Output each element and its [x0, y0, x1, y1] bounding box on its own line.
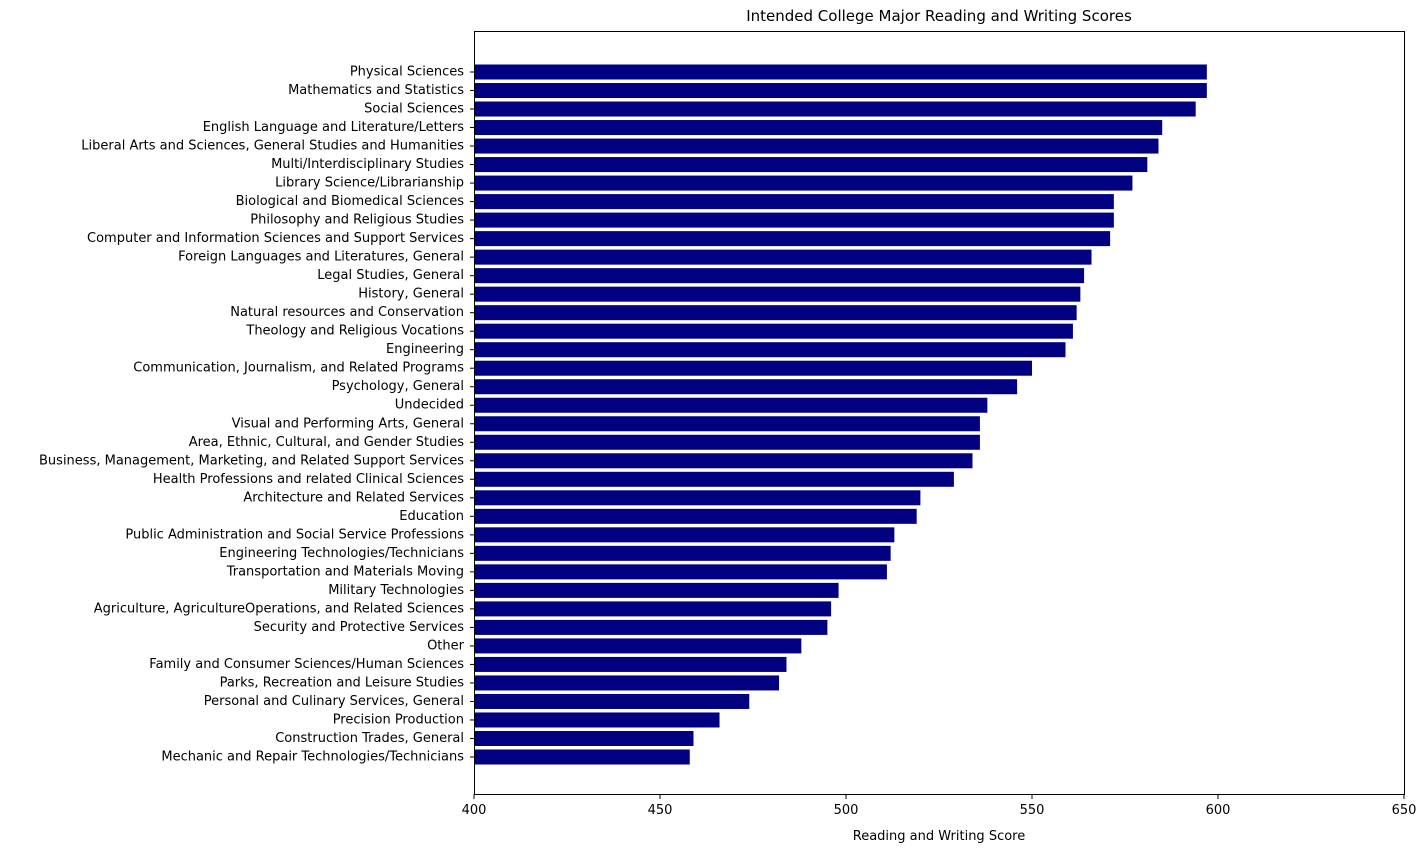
y-tick-label-30: Security and Protective Services — [254, 620, 465, 635]
y-tick-label-9: Computer and Information Sciences and Su… — [87, 231, 464, 246]
y-tick-label-0: Physical Sciences — [350, 65, 464, 80]
x-tick-label-3: 550 — [1020, 803, 1045, 818]
bar-3 — [474, 120, 1163, 136]
y-tick-label-16: Communication, Journalism, and Related P… — [133, 361, 464, 376]
x-tick-label-0: 400 — [462, 803, 487, 818]
y-tick-label-2: Social Sciences — [364, 102, 464, 117]
bar-12 — [474, 286, 1081, 302]
bar-24 — [474, 508, 917, 524]
y-tick-label-8: Philosophy and Religious Studies — [250, 213, 464, 228]
bar-31 — [474, 638, 802, 654]
y-tick-label-6: Library Science/Librarianship — [275, 176, 464, 191]
bar-14 — [474, 323, 1073, 339]
bar-13 — [474, 305, 1077, 321]
y-tick-label-20: Area, Ethnic, Cultural, and Gender Studi… — [189, 435, 465, 450]
plot-frame — [474, 31, 1405, 795]
bar-17 — [474, 379, 1018, 395]
bar-6 — [474, 175, 1133, 191]
x-tick-label-5: 650 — [1392, 803, 1417, 818]
y-tick-label-3: English Language and Literature/Letters — [203, 120, 465, 135]
bar-37 — [474, 749, 690, 765]
y-tick-label-28: Military Technologies — [328, 583, 464, 598]
bar-22 — [474, 471, 954, 487]
y-tick-label-26: Engineering Technologies/Technicians — [219, 546, 464, 561]
y-tick-label-32: Family and Consumer Sciences/Human Scien… — [149, 657, 464, 672]
y-tick-label-7: Biological and Biomedical Sciences — [236, 194, 465, 209]
y-tick-label-14: Theology and Religious Vocations — [245, 324, 464, 339]
bar-7 — [474, 194, 1114, 210]
y-tick-label-31: Other — [427, 638, 465, 653]
y-tick-label-12: History, General — [358, 287, 464, 302]
y-tick-label-18: Undecided — [395, 398, 464, 413]
y-tick-label-4: Liberal Arts and Sciences, General Studi… — [81, 139, 464, 154]
y-tick-label-22: Health Professions and related Clinical … — [153, 472, 464, 487]
bar-1 — [474, 83, 1207, 99]
y-tick-label-24: Education — [399, 509, 464, 524]
bar-10 — [474, 249, 1092, 265]
y-tick-label-11: Legal Studies, General — [317, 268, 464, 283]
y-tick-label-17: Psychology, General — [332, 379, 464, 394]
bar-25 — [474, 527, 895, 543]
bar-20 — [474, 434, 980, 450]
y-tick-label-33: Parks, Recreation and Leisure Studies — [220, 675, 465, 690]
bar-36 — [474, 730, 694, 746]
bar-33 — [474, 675, 780, 691]
y-tick-label-35: Precision Production — [333, 712, 464, 727]
y-tick-label-15: Engineering — [386, 342, 464, 357]
y-tick-label-5: Multi/Interdisciplinary Studies — [271, 157, 464, 172]
y-tick-label-21: Business, Management, Marketing, and Rel… — [39, 453, 464, 468]
x-tick-label-1: 450 — [648, 803, 673, 818]
bar-9 — [474, 231, 1111, 247]
bar-32 — [474, 656, 787, 672]
y-tick-label-13: Natural resources and Conservation — [230, 305, 464, 320]
y-tick-label-1: Mathematics and Statistics — [288, 83, 464, 98]
bar-15 — [474, 342, 1066, 358]
bar-2 — [474, 101, 1196, 117]
x-tick-label-4: 600 — [1206, 803, 1231, 818]
bar-4 — [474, 138, 1159, 154]
y-tick-label-10: Foreign Languages and Literatures, Gener… — [178, 250, 464, 265]
y-tick-label-27: Transportation and Materials Moving — [226, 564, 464, 579]
bar-21 — [474, 453, 973, 469]
y-tick-label-25: Public Administration and Social Service… — [125, 527, 464, 542]
bar-27 — [474, 564, 887, 580]
x-axis-label: Reading and Writing Score — [853, 829, 1025, 844]
bar-30 — [474, 619, 828, 635]
y-tick-label-29: Agriculture, AgricultureOperations, and … — [94, 601, 464, 616]
x-axis-ticks: 400 450 500 550 600 650 — [462, 794, 1417, 818]
y-tick-label-37: Mechanic and Repair Technologies/Technic… — [161, 750, 464, 765]
bar-5 — [474, 157, 1148, 173]
bar-34 — [474, 693, 750, 709]
bar-0 — [474, 64, 1207, 80]
bar-11 — [474, 268, 1085, 284]
chart-title: Intended College Major Reading and Writi… — [746, 7, 1132, 25]
bar-29 — [474, 601, 832, 617]
bar-19 — [474, 416, 980, 432]
x-tick-label-2: 500 — [834, 803, 859, 818]
y-tick-label-19: Visual and Performing Arts, General — [232, 416, 464, 431]
y-tick-label-36: Construction Trades, General — [275, 731, 464, 746]
bar-8 — [474, 212, 1114, 228]
y-axis-ticks: Physical Sciences Mathematics and Statist… — [39, 65, 474, 765]
bar-18 — [474, 397, 988, 413]
bar-35 — [474, 712, 720, 728]
bar-23 — [474, 490, 921, 506]
bar-26 — [474, 545, 891, 561]
bar-16 — [474, 360, 1032, 376]
y-tick-label-23: Architecture and Related Services — [243, 490, 464, 505]
y-tick-label-34: Personal and Culinary Services, General — [204, 694, 464, 709]
bar-28 — [474, 582, 839, 598]
bars-group — [474, 64, 1207, 765]
